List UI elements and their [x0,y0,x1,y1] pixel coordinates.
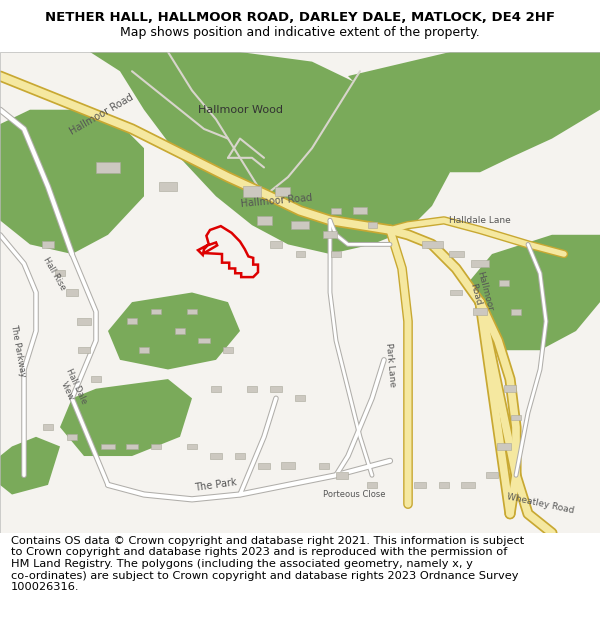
Bar [187,309,197,314]
Bar [235,453,245,459]
Text: Map shows position and indicative extent of the property.: Map shows position and indicative extent… [120,26,480,39]
Bar [367,482,377,488]
Bar [281,462,295,469]
Bar [473,308,487,315]
Bar [187,444,197,449]
Bar [296,251,305,257]
Text: Hallmoor Road: Hallmoor Road [68,92,136,137]
Bar [223,348,233,353]
Text: Porteous Close: Porteous Close [323,490,385,499]
Text: Hallmoor Road: Hallmoor Road [240,193,312,209]
Text: Contains OS data © Crown copyright and database right 2021. This information is : Contains OS data © Crown copyright and d… [11,536,524,592]
Bar [210,453,222,459]
Bar [450,289,462,296]
Bar [66,289,78,296]
Bar [101,444,115,449]
Polygon shape [60,379,192,456]
Bar [323,231,337,238]
Bar [211,386,221,392]
Bar [291,221,309,229]
Bar [486,472,498,478]
Bar [367,222,377,228]
Bar [243,186,261,197]
Text: NETHER HALL, HALLMOOR ROAD, DARLEY DALE, MATLOCK, DE4 2HF: NETHER HALL, HALLMOOR ROAD, DARLEY DALE,… [45,11,555,24]
Bar [258,462,270,469]
Bar [421,241,443,248]
Bar [247,386,257,392]
Text: Wheatley Road: Wheatley Road [506,492,574,516]
Text: Hallmoor Wood: Hallmoor Wood [197,105,283,115]
Bar [504,386,516,392]
Bar [42,241,54,248]
Bar [139,348,149,353]
Bar [331,208,341,214]
Polygon shape [348,52,600,172]
Bar [159,182,177,191]
Polygon shape [90,52,450,254]
Bar [511,309,521,314]
Bar [151,444,161,449]
Bar [257,216,271,224]
Text: Halldale Lane: Halldale Lane [449,216,511,225]
Text: Hall Dale
View: Hall Dale View [55,368,89,410]
Bar [151,309,161,314]
Bar [461,481,475,488]
Bar [91,376,101,382]
Text: Hallmoor
Road: Hallmoor Road [466,270,494,315]
Bar [336,472,348,479]
Text: Park Lane: Park Lane [383,342,397,387]
Polygon shape [108,292,240,369]
Bar [127,319,137,324]
Bar [295,396,305,401]
Text: The Park: The Park [194,477,238,492]
Bar [77,318,91,325]
Bar [275,187,290,196]
Bar [414,482,426,488]
Bar [175,328,185,334]
Bar [55,271,65,276]
Bar [96,162,120,172]
Bar [198,338,210,344]
Bar [126,444,138,449]
Polygon shape [0,437,60,494]
Polygon shape [0,110,144,254]
Bar [270,386,282,392]
Bar [471,260,489,268]
Bar [67,434,77,439]
Bar [499,280,509,286]
Bar [449,251,464,258]
Bar [319,462,329,469]
Bar [331,251,341,258]
Bar [353,208,367,214]
Text: Hall Rise: Hall Rise [41,255,67,291]
Bar [497,443,511,450]
Bar [439,482,449,488]
Bar [43,424,53,430]
Bar [78,348,90,353]
Text: The Parkway: The Parkway [9,323,27,378]
Polygon shape [468,235,600,350]
Bar [511,414,521,421]
Bar [270,241,282,248]
